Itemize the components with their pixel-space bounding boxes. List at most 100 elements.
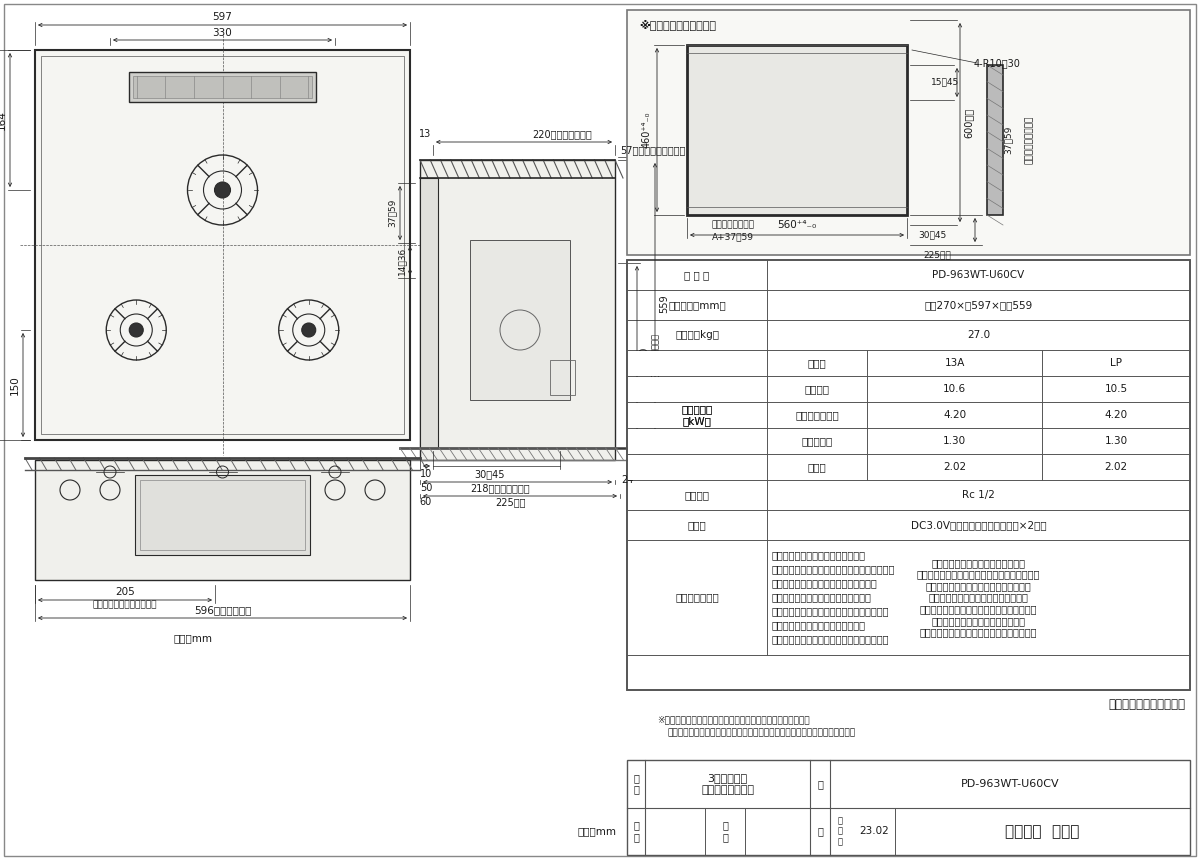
Bar [140,480,305,550]
Text: 高さ270×幝597×奧行559: 高さ270×幝597×奧行559 [924,300,1033,310]
Text: 強火力バーナー: 強火力バーナー [796,410,839,420]
Text: PD-963WT-U60CV: PD-963WT-U60CV [932,270,1025,280]
Text: DC3.0V（単一形アルカリ乾電池×2本）: DC3.0V（単一形アルカリ乾電池×2本） [911,520,1046,530]
Text: PD-963WT-U60CV: PD-963WT-U60CV [961,779,1060,789]
Text: Rc 1/2: Rc 1/2 [962,490,995,500]
Bar [133,76,312,98]
Text: 立消え安全装置、消し忘れ消火機能
調理油過熱防止装置（天ぷら油過熱防止機能）
焦げつき消火機能、グリル過熱防止機能
異常過熱防止機能（早切れ防止機能）
火力切り: 立消え安全装置、消し忘れ消火機能 調理油過熱防止装置（天ぷら油過熱防止機能） 焦… [917,557,1040,637]
Text: 接続方法: 接続方法 [684,490,709,500]
Bar [628,260,1190,690]
Text: 559: 559 [659,295,670,313]
Text: 560⁺⁴₋₀: 560⁺⁴₋₀ [778,220,817,230]
Text: 600以上: 600以上 [964,108,974,138]
Text: 205: 205 [115,587,134,597]
Text: 株式会社  パロマ: 株式会社 パロマ [1006,824,1080,838]
Text: 質　量（kg）: 質 量（kg） [674,330,719,340]
Circle shape [130,323,143,337]
Circle shape [301,323,316,337]
Text: 図
番: 図 番 [722,820,728,842]
Text: 3ログリル付
ビルトインコンロ: 3ログリル付 ビルトインコンロ [701,773,754,795]
Bar [35,460,410,580]
Text: 小バーナー: 小バーナー [802,436,833,446]
Text: 23.02: 23.02 [859,826,889,836]
Bar [128,72,317,102]
Text: 1.30: 1.30 [943,436,966,446]
Text: 2.02: 2.02 [1104,462,1128,472]
Text: 15〜45: 15〜45 [931,77,959,87]
Bar [134,475,310,555]
Text: 全点火時: 全点火時 [804,384,829,394]
Text: 13: 13 [419,129,431,139]
Text: 164: 164 [0,110,7,130]
Bar [628,402,767,428]
Text: 10: 10 [420,469,432,479]
Text: A+37〜59: A+37〜59 [712,232,754,242]
Text: 単位：mm: 単位：mm [577,826,617,836]
Text: 4.20: 4.20 [943,410,966,420]
Bar [986,65,1003,215]
Text: ワークトップ前面: ワークトップ前面 [712,220,755,230]
Text: 220（ビス頭含む）: 220（ビス頭含む） [533,129,593,139]
Bar [550,360,575,395]
Text: 24: 24 [620,475,634,485]
Text: ガス種: ガス種 [808,358,827,368]
Text: 596（本体寸法）: 596（本体寸法） [194,605,251,615]
Text: 30〜45: 30〜45 [918,230,946,239]
Text: 4.20: 4.20 [1104,410,1128,420]
Text: ※ワークトップ開口寸法: ※ワークトップ開口寸法 [640,20,716,30]
Bar [628,454,767,480]
Text: ガス消費量
（kW）: ガス消費量 （kW） [682,404,713,426]
Text: 更
新
日: 更 新 日 [838,816,842,846]
Text: 50: 50 [420,483,432,493]
Bar [628,428,767,454]
Text: 尺
度: 尺 度 [634,820,638,842]
Text: 2.02: 2.02 [943,462,966,472]
Text: LP: LP [1110,358,1122,368]
Text: 460⁺⁴₋₀: 460⁺⁴₋₀ [642,112,652,148]
Bar [470,240,570,400]
Text: 式: 式 [817,826,823,836]
Text: 150: 150 [10,375,20,395]
Text: 4-R10〜30: 4-R10〜30 [973,58,1020,68]
Bar [628,10,1190,255]
Text: ガス消費量
（kW）: ガス消費量 （kW） [682,353,713,374]
Text: ※仕様は改良のためお知らせせずに変更することがあります。: ※仕様は改良のためお知らせせずに変更することがあります。 [658,716,810,724]
Text: 37〜59: 37〜59 [1003,126,1013,154]
Text: （ガス下方、後方接続口）: （ガス下方、後方接続口） [92,600,157,610]
Bar [628,351,767,376]
Circle shape [215,182,230,198]
Text: 10.5: 10.5 [1104,384,1128,394]
Text: キャビネット扉前面: キャビネット扉前面 [1025,116,1034,164]
Text: ガス消費量
（kW）: ガス消費量 （kW） [682,404,713,426]
Text: 27.0: 27.0 [967,330,990,340]
Text: グリル: グリル [808,462,827,472]
Text: ガス機器防火性能評定品: ガス機器防火性能評定品 [1108,698,1186,711]
Text: 225以上: 225以上 [494,497,526,507]
Text: 10.6: 10.6 [943,384,966,394]
Text: 597: 597 [212,12,233,22]
Text: 330: 330 [212,28,233,38]
Text: 安心・安全機能: 安心・安全機能 [676,593,719,603]
Text: 37〜59: 37〜59 [388,199,396,227]
Text: 30〜45: 30〜45 [475,469,505,479]
Text: 57（ガス後方接続口）: 57（ガス後方接続口） [620,145,685,155]
Bar [420,160,616,460]
Text: 商 品 名: 商 品 名 [684,270,709,280]
Text: 225以上: 225以上 [923,250,950,260]
Text: 外形尸法（mm）: 外形尸法（mm） [668,300,726,310]
Text: 又、表数値は、標準ですので、ガス種によって数値が変わることがあります。: 又、表数値は、標準ですので、ガス種によって数値が変わることがあります。 [667,728,856,738]
Bar [628,377,767,402]
Text: 電　源: 電 源 [688,520,707,530]
Text: 1.30: 1.30 [1104,436,1128,446]
Text: 60: 60 [420,497,432,507]
Bar [628,760,1190,855]
Text: （ガス下方接続口）: （ガス下方接続口） [650,333,660,378]
Text: 14〜36: 14〜36 [397,246,407,274]
Bar [35,50,410,440]
Bar [628,260,1190,690]
Bar [686,45,907,215]
Bar [41,56,404,434]
Text: 単位：mm: 単位：mm [174,633,212,643]
Text: 380: 380 [640,347,649,365]
Text: 型: 型 [817,779,823,789]
